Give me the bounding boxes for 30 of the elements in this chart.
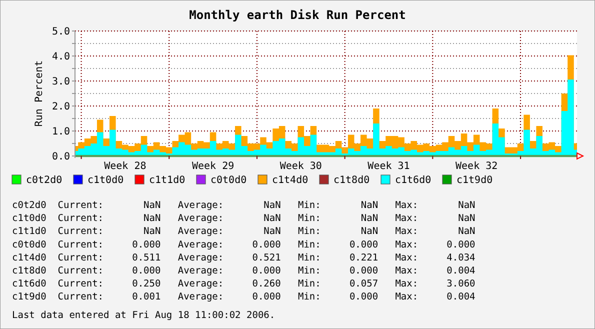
text: c0t0d0 Current: 0.000 Average: 0.000 Min: 0.000 Max: 0.000 <box>12 239 476 250</box>
x-tick-label: Week 31 <box>368 161 410 172</box>
text: Last data entered at Fri Aug 18 11:00:02 2006. <box>12 310 276 321</box>
legend-label: c1t9d0 <box>456 175 493 186</box>
text: c0t2d0 Current: NaN Average: NaN Min: NaN Max: NaN <box>12 200 476 211</box>
legend-label: c0t0d0 <box>210 175 247 186</box>
x-tick-label: Week 28 <box>104 161 146 172</box>
y-tick-label: 3.0 <box>52 76 70 88</box>
legend-label: c1t8d0 <box>334 175 370 186</box>
y-tick-label: 0.0 <box>52 152 70 162</box>
chart-title: Monthly earth Disk Run Percent <box>189 8 406 22</box>
text: c1t6d0 Current: 0.250 Average: 0.260 Min: 0.057 Max: 3.060 <box>12 278 476 290</box>
x-tick-label: Week 32 <box>456 161 498 172</box>
y-tick-label: 4.0 <box>52 52 70 62</box>
text: c1t1d0 Current: NaN Average: NaN Min: NaN Max: NaN <box>12 226 476 238</box>
text: c1t4d0 Current: 0.511 Average: 0.521 Min: 0.221 Max: 4.034 <box>12 252 476 264</box>
x-tick-label: Week 30 <box>280 161 322 172</box>
legend-label: c1t1d0 <box>149 175 186 186</box>
y-axis-title: Run Percent <box>34 60 45 127</box>
text: c1t9d0 Current: 0.001 Average: 0.000 Min: 0.000 Max: 0.004 <box>12 292 476 303</box>
y-tick-label: 5.0 <box>52 26 70 38</box>
legend-label: c1t0d0 <box>88 175 124 186</box>
legend-label: c0t2d0 <box>26 175 62 186</box>
legend-label: c1t6d0 <box>395 175 432 186</box>
text: c1t0d0 Current: NaN Average: NaN Min: NaN Max: NaN <box>12 213 476 224</box>
legend-label: c1t4d0 <box>272 175 308 186</box>
y-tick-label: 1.0 <box>52 126 70 138</box>
text: c1t8d0 Current: 0.000 Average: 0.000 Min: 0.000 Max: 0.004 <box>12 266 476 276</box>
y-tick-label: 2.0 <box>52 102 70 112</box>
x-tick-label: Week 29 <box>192 161 234 172</box>
